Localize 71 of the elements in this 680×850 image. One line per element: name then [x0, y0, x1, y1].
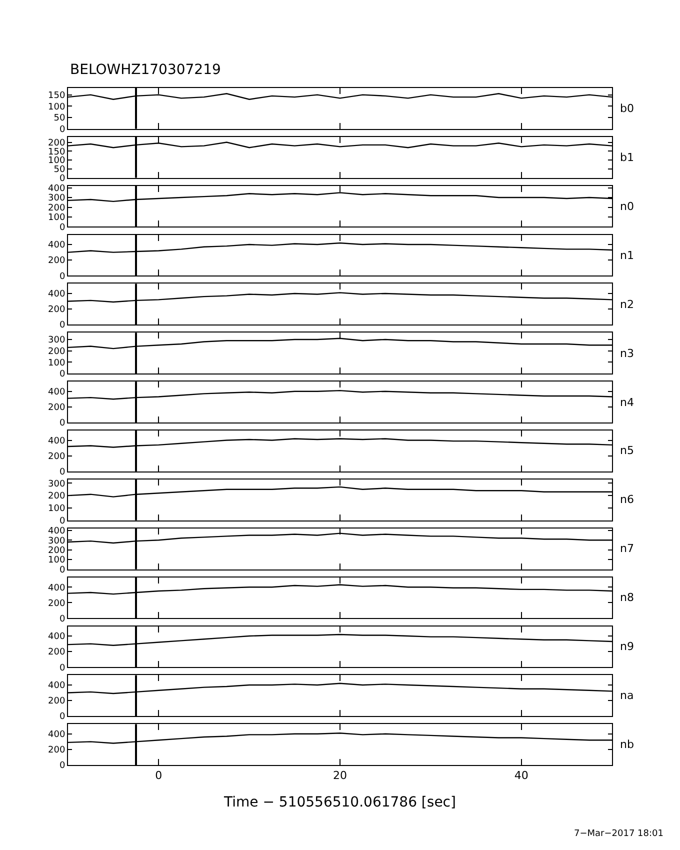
legend-label: b0 — [620, 102, 634, 115]
y-tick-label: 400 — [48, 730, 66, 740]
y-tick-label: 0 — [59, 516, 66, 526]
y-tick-label: 0 — [59, 468, 66, 478]
y-tick-label: 0 — [59, 222, 66, 233]
legend-label: n0 — [620, 200, 634, 213]
y-tick-label: 200 — [48, 696, 66, 707]
y-tick-label: 100 — [48, 504, 66, 514]
y-tick-label: 200 — [48, 598, 66, 609]
y-tick-label: 300 — [48, 194, 66, 204]
y-tick-label: 0 — [59, 124, 66, 135]
y-tick-label: 400 — [48, 583, 66, 594]
y-tick-label: 0 — [59, 712, 66, 722]
y-tick-label: 150 — [48, 147, 66, 158]
y-tick-label: 0 — [59, 272, 66, 282]
y-tick-label: 300 — [48, 536, 66, 546]
chart-title: BELOWHZ170307219 — [70, 62, 221, 78]
legend-label: n4 — [620, 396, 634, 409]
legend-label: n1 — [620, 249, 634, 262]
y-tick-label: 200 — [48, 492, 66, 502]
legend-label: na — [620, 689, 634, 702]
y-tick-label: 50 — [54, 165, 66, 176]
x-tick-label: 0 — [155, 769, 162, 782]
legend-label: n9 — [620, 640, 634, 653]
y-tick-label: 200 — [48, 452, 66, 462]
y-tick-label: 300 — [48, 336, 66, 346]
y-tick-label: 100 — [48, 156, 66, 166]
y-tick-label: 400 — [48, 436, 66, 446]
y-tick-label: 0 — [59, 370, 66, 380]
y-tick-label: 200 — [48, 403, 66, 414]
y-tick-label: 0 — [59, 761, 66, 772]
y-tick-label: 200 — [48, 546, 66, 556]
y-tick-label: 100 — [48, 102, 66, 112]
y-tick-label: 200 — [48, 305, 66, 316]
legend-label: n8 — [620, 591, 634, 604]
legend-label: n3 — [620, 347, 634, 360]
legend-label: nb — [620, 738, 634, 751]
y-tick-label: 100 — [48, 556, 66, 566]
x-tick-label: 20 — [333, 769, 347, 782]
x-tick-label: 40 — [514, 769, 528, 782]
y-tick-label: 0 — [59, 174, 66, 184]
y-tick-label: 400 — [48, 290, 66, 300]
y-tick-label: 400 — [48, 681, 66, 692]
y-tick-label: 100 — [48, 213, 66, 224]
y-tick-label: 0 — [59, 320, 66, 331]
y-tick-label: 200 — [48, 746, 66, 756]
y-tick-label: 400 — [48, 632, 66, 642]
y-tick-label: 200 — [48, 346, 66, 357]
y-tick-label: 0 — [59, 565, 66, 576]
y-tick-label: 300 — [48, 479, 66, 490]
y-tick-label: 0 — [59, 418, 66, 429]
y-tick-label: 150 — [48, 90, 66, 101]
y-tick-label: 400 — [48, 387, 66, 398]
y-tick-label: 400 — [48, 526, 66, 537]
y-tick-label: 200 — [48, 256, 66, 266]
y-tick-label: 0 — [59, 614, 66, 624]
y-tick-label: 200 — [48, 203, 66, 214]
legend-label: n7 — [620, 542, 634, 555]
legend-label: b1 — [620, 151, 634, 164]
y-tick-label: 200 — [48, 138, 66, 148]
y-tick-label: 400 — [48, 184, 66, 194]
legend-label: n5 — [620, 444, 634, 457]
y-tick-label: 0 — [59, 663, 66, 674]
text: 7−Mar−2017 18:01 — [574, 829, 664, 839]
y-tick-label: 400 — [48, 240, 66, 251]
y-tick-label: 200 — [48, 648, 66, 658]
y-tick-label: 50 — [54, 114, 66, 124]
legend-label: n6 — [620, 493, 634, 506]
y-tick-label: 100 — [48, 358, 66, 368]
x-axis-title: Time − 510556510.061786 [sec] — [223, 794, 456, 810]
legend-label: n2 — [620, 298, 634, 311]
